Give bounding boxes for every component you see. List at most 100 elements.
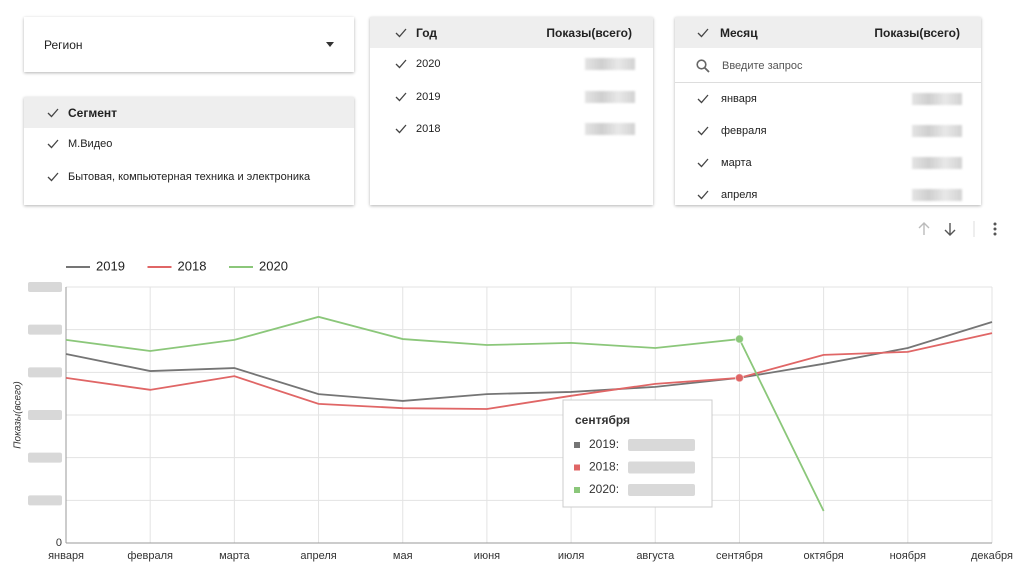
x-tick-label: марта xyxy=(219,550,250,562)
x-tick-label: сентября xyxy=(716,550,763,562)
checkbox[interactable] xyxy=(696,124,710,138)
x-tick-label: января xyxy=(48,550,84,562)
checkbox[interactable] xyxy=(46,106,60,120)
tooltip-item: 2018: xyxy=(589,460,619,474)
month-item[interactable]: апреля xyxy=(721,189,758,201)
toolbar xyxy=(918,221,997,237)
x-tick-label: августа xyxy=(636,550,675,562)
more-menu[interactable] xyxy=(993,222,997,236)
sort-down[interactable] xyxy=(944,223,956,236)
month-title: Месяц xyxy=(720,26,758,40)
blurred-tick-label xyxy=(28,367,62,378)
checkbox[interactable] xyxy=(394,122,408,136)
tooltip-swatch xyxy=(574,464,580,471)
legend-label: 2020 xyxy=(259,258,288,273)
segment-item[interactable]: Бытовая, компьютерная техника и электрон… xyxy=(68,171,311,183)
x-tick-label: ноября xyxy=(890,550,926,562)
x-tick-label: мая xyxy=(393,550,413,562)
segment-item[interactable]: М.Видео xyxy=(68,138,113,150)
region-filter[interactable]: Регион xyxy=(24,17,354,72)
dropdown-arrow xyxy=(326,42,334,47)
blurred-value xyxy=(628,484,695,496)
month-metric: Показы(всего) xyxy=(874,26,960,40)
hover-point xyxy=(734,334,744,344)
divider xyxy=(675,82,981,83)
blurred-value xyxy=(912,125,962,137)
check-mark xyxy=(697,190,709,200)
x-tick-label: февраля xyxy=(127,550,173,562)
region-label: Регион xyxy=(44,38,83,52)
sort-up[interactable] xyxy=(918,222,930,235)
segment-title: Сегмент xyxy=(68,106,118,120)
legend-label: 2019 xyxy=(96,258,125,273)
checkbox[interactable] xyxy=(696,188,710,202)
check-mark xyxy=(395,124,407,134)
check-mark xyxy=(395,28,407,38)
checkbox[interactable] xyxy=(46,137,60,151)
year-header: Год Показы(всего) xyxy=(370,17,653,48)
month-filter: Месяц Показы(всего) Введите запрос январ… xyxy=(675,17,981,205)
blurred-value xyxy=(628,439,695,451)
check-mark xyxy=(697,94,709,104)
segment-filter: Сегмент М.Видео Бытовая, компьютерная тех… xyxy=(24,97,354,205)
blurred-tick-label xyxy=(28,410,62,420)
month-header: Месяц Показы(всего) xyxy=(675,17,981,48)
blurred-value xyxy=(628,461,695,474)
blurred-tick-label xyxy=(28,324,62,335)
tooltip-item: 2019: xyxy=(589,437,619,451)
month-item[interactable]: февраля xyxy=(721,125,767,137)
tooltip-swatch xyxy=(574,442,580,448)
checkbox[interactable] xyxy=(394,57,408,71)
series-line xyxy=(65,315,825,512)
checkbox[interactable] xyxy=(696,92,710,106)
x-tick-label: июня xyxy=(474,550,500,562)
x-tick-label: декабря xyxy=(971,550,1013,562)
check-mark xyxy=(47,139,59,149)
check-mark xyxy=(395,92,407,101)
checkbox[interactable] xyxy=(696,26,710,40)
blurred-tick-label xyxy=(28,282,62,292)
check-mark xyxy=(47,108,59,118)
checkbox[interactable] xyxy=(394,90,408,104)
checkbox[interactable] xyxy=(46,170,60,184)
check-mark xyxy=(697,28,709,38)
x-tick-label: июля xyxy=(558,550,585,562)
x-tick-label: октября xyxy=(803,550,843,562)
blurred-tick-label xyxy=(28,495,62,506)
y-tick-label: 0 xyxy=(56,537,62,549)
blurred-value xyxy=(585,90,635,103)
check-mark xyxy=(47,172,59,182)
hover-point xyxy=(734,373,744,383)
y-axis-label: Показы(всего) xyxy=(13,381,24,448)
check-mark xyxy=(697,126,709,136)
tooltip-item: 2020: xyxy=(589,482,619,496)
series-line xyxy=(65,321,993,402)
year-item[interactable]: 2019 xyxy=(416,90,441,103)
blurred-tick-label xyxy=(28,452,62,463)
check-mark xyxy=(395,59,407,69)
year-item[interactable]: 2018 xyxy=(416,123,441,135)
month-item[interactable]: января xyxy=(721,93,757,105)
year-title: Год xyxy=(416,26,437,40)
year-item[interactable]: 2020 xyxy=(416,58,441,70)
search-icon xyxy=(696,59,710,73)
checkbox[interactable] xyxy=(696,156,710,170)
tooltip-title: сентября xyxy=(575,413,630,427)
tooltip-swatch xyxy=(574,487,580,493)
check-mark xyxy=(697,158,709,168)
blurred-value xyxy=(912,189,962,201)
legend-label: 2018 xyxy=(178,258,207,273)
year-filter: Год Показы(всего) 2020 2019 2018 xyxy=(370,17,653,205)
checkbox[interactable] xyxy=(394,26,408,40)
month-item[interactable]: марта xyxy=(721,157,752,169)
year-metric: Показы(всего) xyxy=(546,26,632,40)
x-tick-label: апреля xyxy=(300,550,336,562)
blurred-value xyxy=(912,157,962,169)
series-line xyxy=(65,332,993,410)
blurred-value xyxy=(585,58,635,70)
search-input[interactable]: Введите запрос xyxy=(722,60,803,72)
blurred-value xyxy=(912,93,962,105)
blurred-value xyxy=(585,123,635,135)
